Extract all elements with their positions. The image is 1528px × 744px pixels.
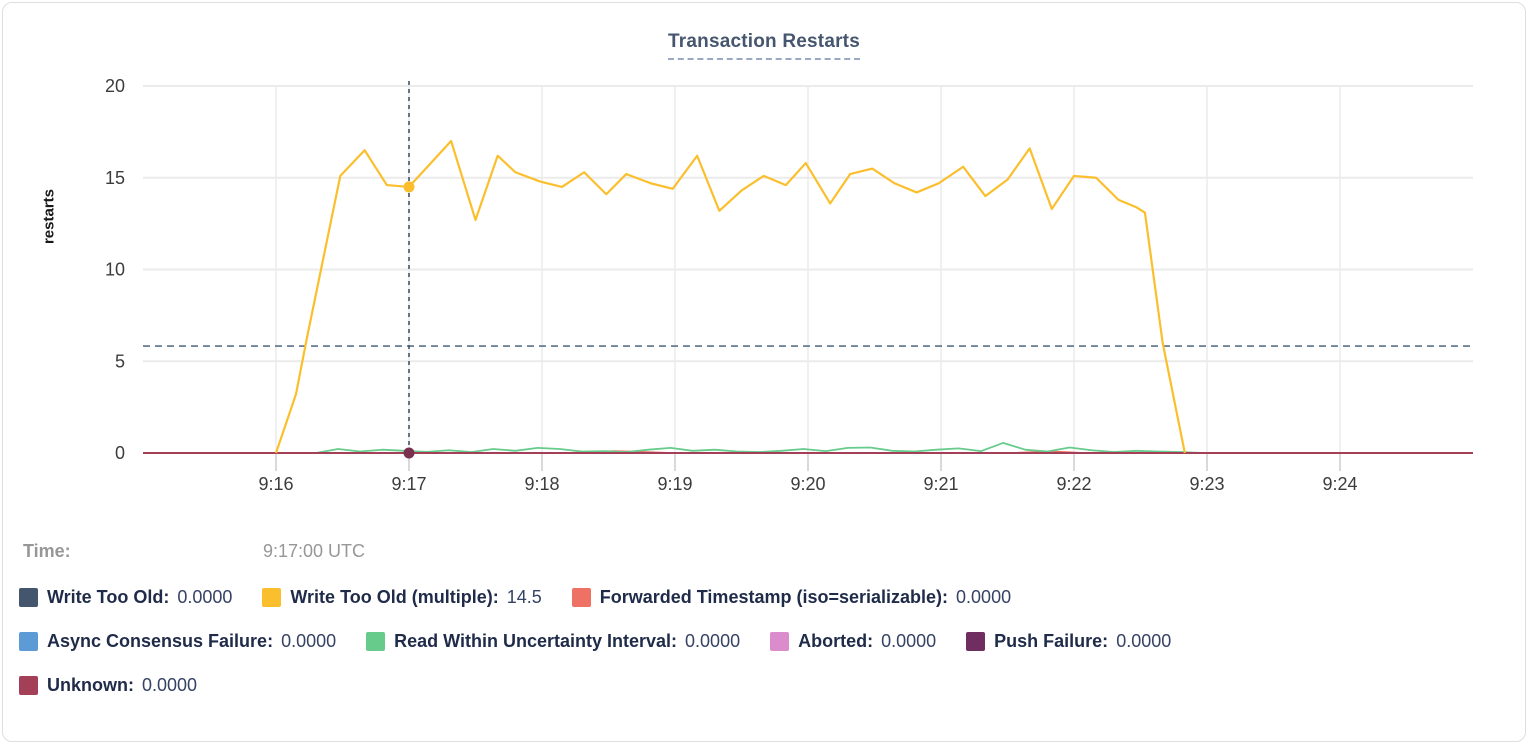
legend-swatch-icon bbox=[19, 676, 38, 695]
hover-point-dot bbox=[403, 447, 415, 459]
legend-item-write-too-old[interactable]: Write Too Old: 0.0000 bbox=[19, 587, 232, 608]
x-tick-label: 9:16 bbox=[258, 474, 293, 494]
legend-value: 14.5 bbox=[506, 587, 542, 607]
legend-item-read-within-uncertainty-interval[interactable]: Read Within Uncertainty Interval: 0.0000 bbox=[366, 631, 740, 652]
legend-swatch-icon bbox=[366, 632, 386, 651]
legend-value: 0.0000 bbox=[1116, 631, 1172, 651]
legend-label: Forwarded Timestamp (iso=serializable): bbox=[599, 587, 949, 607]
legend-swatch-icon bbox=[262, 588, 282, 607]
legend-label: Read Within Uncertainty Interval: bbox=[394, 631, 678, 651]
legend-row: Async Consensus Failure: 0.0000 Read Withi… bbox=[19, 631, 1519, 652]
legend-label: Aborted: bbox=[798, 631, 874, 651]
x-tick-label: 9:24 bbox=[1322, 474, 1357, 494]
legend-item-push-failure[interactable]: Push Failure: 0.0000 bbox=[966, 631, 1171, 652]
legend-value: 0.0000 bbox=[956, 587, 1012, 607]
legend-item-forwarded-timestamp-iso-serializable[interactable]: Forwarded Timestamp (iso=serializable): 0… bbox=[571, 587, 1012, 608]
x-tick-label: 9:20 bbox=[790, 474, 825, 494]
x-tick-label: 9:17 bbox=[391, 474, 426, 494]
legend-swatch-icon bbox=[770, 632, 790, 651]
legend-item-aborted[interactable]: Aborted: 0.0000 bbox=[770, 631, 936, 652]
legend-swatch-icon bbox=[19, 588, 38, 607]
y-tick-label: 20 bbox=[105, 76, 125, 96]
legend-row: Unknown: 0.0000 bbox=[19, 675, 1519, 696]
legend-swatch-icon bbox=[966, 632, 986, 651]
x-tick-label: 9:19 bbox=[657, 474, 692, 494]
time-value: 9:17:00 UTC bbox=[263, 541, 366, 561]
legend-label: Unknown: bbox=[47, 675, 134, 695]
x-tick-label: 9:23 bbox=[1189, 474, 1224, 494]
legend-value: 0.0000 bbox=[177, 587, 233, 607]
series-line-write-too-old-multiple bbox=[274, 139, 1186, 454]
legend-label: Push Failure: bbox=[994, 631, 1109, 651]
legend-value: 0.0000 bbox=[881, 631, 937, 651]
y-tick-label: 5 bbox=[115, 351, 125, 371]
legend-item-unknown[interactable]: Unknown: 0.0000 bbox=[19, 675, 197, 696]
x-tick-label: 9:18 bbox=[524, 474, 559, 494]
legend-row: Write Too Old: 0.0000 Write Too Old (multi… bbox=[19, 587, 1519, 608]
legend-label: Async Consensus Failure: bbox=[47, 631, 274, 651]
y-tick-label: 10 bbox=[105, 260, 125, 280]
y-tick-label: 0 bbox=[115, 443, 125, 463]
hover-point-dot bbox=[403, 181, 415, 193]
legend-item-async-consensus-failure[interactable]: Async Consensus Failure: 0.0000 bbox=[19, 631, 336, 652]
legend-label: Write Too Old (multiple): bbox=[290, 587, 499, 607]
transaction-restarts-chart[interactable]: 0 5 10 15 20 9:16 9:17 9:18 9:19 9:20 9:21 9:22 9:23… bbox=[3, 3, 1528, 523]
legend-swatch-icon bbox=[571, 588, 591, 607]
x-tick-label: 9:22 bbox=[1056, 474, 1091, 494]
time-label: Time: bbox=[23, 541, 71, 561]
legend-swatch-icon bbox=[19, 632, 38, 651]
x-tick-label: 9:21 bbox=[923, 474, 958, 494]
hover-time-row: Time: 9:17:00 UTC bbox=[23, 541, 365, 562]
y-tick-label: 15 bbox=[105, 168, 125, 188]
legend-item-write-too-old-multiple[interactable]: Write Too Old (multiple): 14.5 bbox=[262, 587, 542, 608]
legend-value: 0.0000 bbox=[685, 631, 741, 651]
legend-label: Write Too Old: bbox=[47, 587, 170, 607]
legend-value: 0.0000 bbox=[142, 675, 198, 695]
chart-legend: Write Too Old: 0.0000 Write Too Old (multi… bbox=[19, 587, 1519, 719]
legend-value: 0.0000 bbox=[281, 631, 337, 651]
